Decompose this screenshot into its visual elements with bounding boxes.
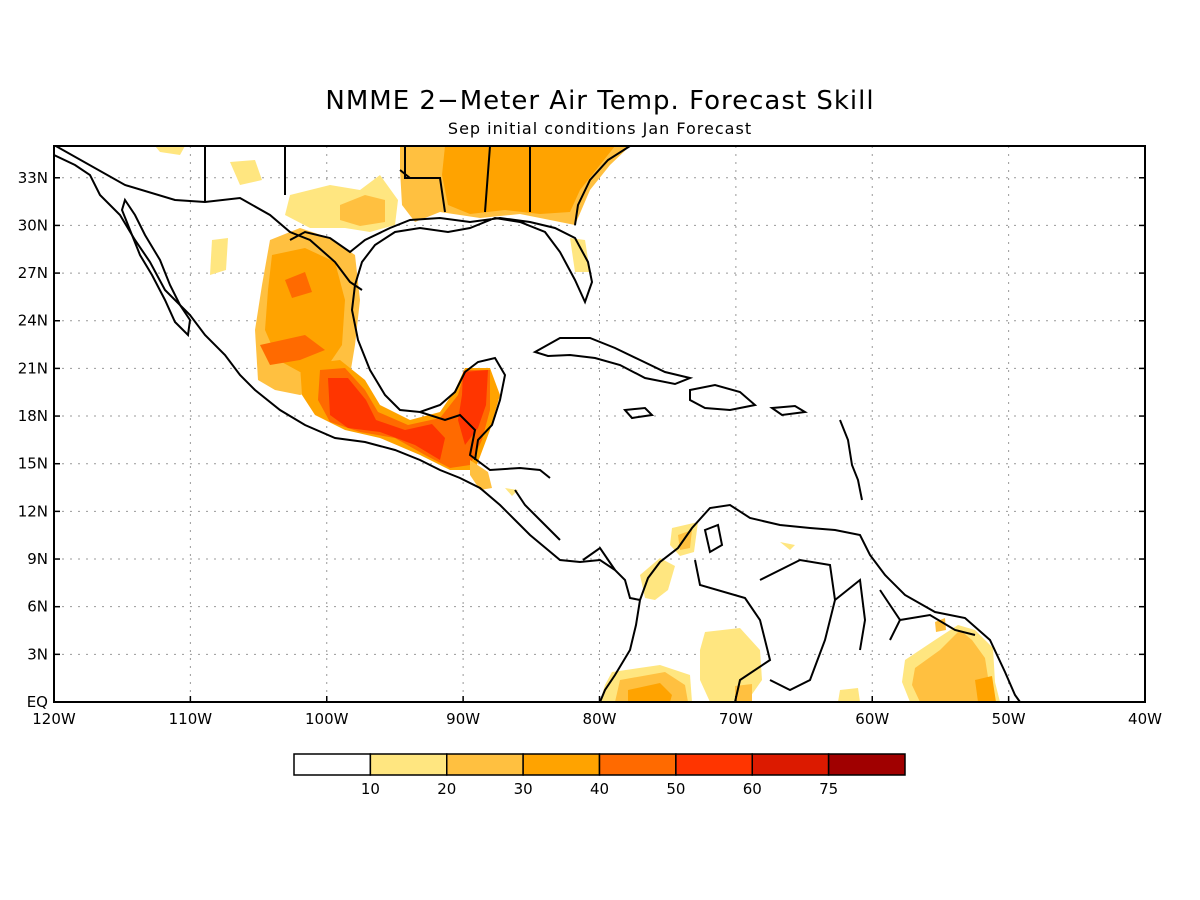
skill-region-arizona	[230, 160, 262, 185]
lon-tick-label: 70W	[719, 710, 753, 728]
map-subtitle: Sep initial conditions Jan Forecast	[447, 119, 753, 138]
skill-region-mexico-hot-1	[285, 272, 312, 298]
central-america-borders	[419, 411, 616, 571]
us-state-borders	[204, 146, 531, 213]
lon-tick-label: 50W	[992, 710, 1026, 728]
colorbar-label: 40	[590, 780, 609, 798]
lon-tick-label: 90W	[446, 710, 480, 728]
skill-region-amazon-central	[838, 688, 860, 702]
south-america-borders	[694, 558, 976, 702]
map-title: NMME 2−Meter Air Temp. Forecast Skill	[325, 86, 875, 116]
colorbar-swatch	[675, 753, 753, 776]
pacific-coast-south	[599, 599, 641, 702]
longitude-axis: 120W 110W 100W 90W 80W 70W 60W 50W 40W	[32, 696, 1162, 728]
colorbar-swatch	[751, 753, 830, 776]
colorbar-swatch	[293, 753, 372, 776]
lat-tick-label: 21N	[18, 359, 48, 377]
skill-region-honduras	[470, 460, 492, 490]
skill-region-brazil-east-mid	[912, 630, 995, 702]
maracaibo-lake	[703, 523, 724, 554]
colorbar-label: 30	[514, 780, 533, 798]
skill-region-amazon-south	[735, 684, 752, 702]
lat-tick-label: 18N	[18, 407, 48, 425]
lat-tick-label: 27N	[18, 264, 48, 282]
lat-tick-label: 12N	[18, 502, 48, 520]
lon-tick-label: 120W	[32, 710, 76, 728]
skill-region-peru-north-core	[628, 683, 672, 702]
puerto-rico	[769, 404, 808, 417]
skill-region-mexico-hot-2	[260, 335, 325, 365]
colorbar-swatch	[369, 753, 448, 776]
colorbar-label: 75	[819, 780, 838, 798]
coastlines	[54, 146, 1021, 702]
baja-california	[120, 197, 192, 338]
skill-region-yucatan-core	[458, 370, 488, 445]
colorbar-label: 50	[666, 780, 685, 798]
skill-region-brazil-east-small	[935, 618, 946, 632]
skill-shading	[155, 146, 1000, 702]
lat-tick-label: 30N	[18, 216, 48, 234]
colorbar-label: 20	[437, 780, 456, 798]
skill-region-guyana	[780, 542, 795, 550]
lat-tick-label: 24N	[18, 312, 48, 330]
skill-region-sinaloa	[210, 238, 228, 275]
lat-tick-label: EQ	[27, 693, 48, 711]
hispaniola	[689, 383, 758, 412]
south-america-coast	[639, 503, 1021, 702]
skill-region-texas-inner	[340, 195, 385, 226]
colorbar-swatch	[446, 753, 524, 776]
skill-region-amazon-west	[700, 628, 762, 702]
skill-region-florida	[570, 238, 590, 272]
skill-region-venezuela-coast-core	[678, 530, 692, 550]
lon-tick-label: 100W	[305, 710, 349, 728]
latitude-axis: 33N 30N 27N 24N 21N 18N 15N 12N 9N 6N 3N EQ	[18, 169, 1145, 711]
lat-tick-label: 33N	[18, 169, 48, 187]
skill-region-southern-mexico-core	[328, 378, 445, 460]
skill-region-southern-mexico	[318, 368, 490, 468]
lat-tick-label: 15N	[18, 455, 48, 473]
north-america-coast	[54, 154, 641, 601]
colorbar-label: 10	[361, 780, 380, 798]
skill-region-honduras-2	[505, 488, 518, 496]
lon-tick-label: 80W	[583, 710, 617, 728]
gulf-coast	[289, 216, 594, 461]
colorbar-label: 60	[743, 780, 762, 798]
cuba	[532, 337, 694, 386]
skill-region-pacific-nw	[155, 146, 185, 155]
lesser-antilles	[839, 419, 863, 501]
lon-tick-label: 60W	[855, 710, 889, 728]
colorbar-swatch	[522, 753, 601, 776]
skill-region-brazil-east-core	[975, 676, 996, 702]
colorbar-swatch	[598, 753, 677, 776]
grid-lines	[54, 146, 1145, 702]
lon-tick-label: 110W	[169, 710, 213, 728]
skill-colorbar: 10 20 30 40 50 60 75	[293, 753, 906, 798]
colorbar-swatch	[827, 753, 906, 776]
lon-tick-label: 40W	[1128, 710, 1162, 728]
us-mexico-border	[54, 146, 363, 291]
lat-tick-label: 3N	[27, 645, 48, 663]
lat-tick-label: 6N	[27, 598, 48, 616]
florida-east	[574, 146, 631, 226]
skill-region-colombia	[640, 558, 675, 600]
lat-tick-label: 9N	[27, 550, 48, 568]
jamaica	[622, 406, 655, 420]
